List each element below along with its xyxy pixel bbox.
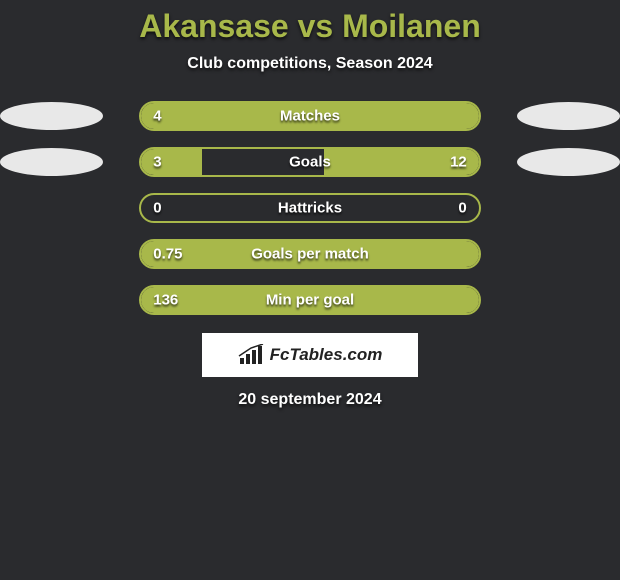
date-text: 20 september 2024 bbox=[0, 391, 620, 409]
row-spacer bbox=[0, 194, 103, 222]
stat-label: Goals bbox=[141, 154, 479, 171]
logo-box: FcTables.com bbox=[202, 333, 418, 377]
stat-label: Hattricks bbox=[141, 200, 479, 217]
stat-row: 0 Hattricks 0 bbox=[0, 193, 620, 223]
row-spacer bbox=[0, 240, 103, 268]
stat-bar: 3 Goals 12 bbox=[139, 147, 481, 177]
player-left-ellipse bbox=[0, 102, 103, 130]
stat-row: 0.75 Goals per match bbox=[0, 239, 620, 269]
logo: FcTables.com bbox=[238, 344, 383, 366]
player-right-ellipse bbox=[517, 148, 620, 176]
subtitle: Club competitions, Season 2024 bbox=[0, 55, 620, 73]
stat-value-right: 0 bbox=[458, 200, 466, 217]
player-left-ellipse bbox=[0, 148, 103, 176]
row-spacer bbox=[517, 194, 620, 222]
page-title: Akansase vs Moilanen bbox=[0, 8, 620, 45]
row-spacer bbox=[517, 286, 620, 314]
stat-label: Goals per match bbox=[141, 246, 479, 263]
stat-label: Min per goal bbox=[141, 292, 479, 309]
stat-row: 3 Goals 12 bbox=[0, 147, 620, 177]
stat-bar: 4 Matches bbox=[139, 101, 481, 131]
logo-text: FcTables.com bbox=[270, 345, 383, 365]
stat-bar: 136 Min per goal bbox=[139, 285, 481, 315]
stat-label: Matches bbox=[141, 108, 479, 125]
stat-value-right: 12 bbox=[450, 154, 467, 171]
stat-row: 4 Matches bbox=[0, 101, 620, 131]
player-right-ellipse bbox=[517, 102, 620, 130]
row-spacer bbox=[517, 240, 620, 268]
stat-bar: 0 Hattricks 0 bbox=[139, 193, 481, 223]
stat-bar: 0.75 Goals per match bbox=[139, 239, 481, 269]
row-spacer bbox=[0, 286, 103, 314]
stat-row: 136 Min per goal bbox=[0, 285, 620, 315]
comparison-infographic: Akansase vs Moilanen Club competitions, … bbox=[0, 0, 620, 580]
stats-block: 4 Matches 3 Goals 12 0 Hattricks bbox=[0, 101, 620, 315]
bar-chart-icon bbox=[238, 344, 264, 366]
